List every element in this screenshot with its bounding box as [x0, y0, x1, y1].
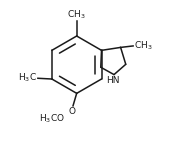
- Text: O: O: [69, 107, 76, 116]
- Text: CH$_3$: CH$_3$: [67, 8, 86, 21]
- Text: HN: HN: [106, 76, 120, 85]
- Text: H$_3$C: H$_3$C: [18, 72, 37, 84]
- Text: H$_3$CO: H$_3$CO: [39, 113, 65, 125]
- Text: CH$_3$: CH$_3$: [133, 39, 152, 52]
